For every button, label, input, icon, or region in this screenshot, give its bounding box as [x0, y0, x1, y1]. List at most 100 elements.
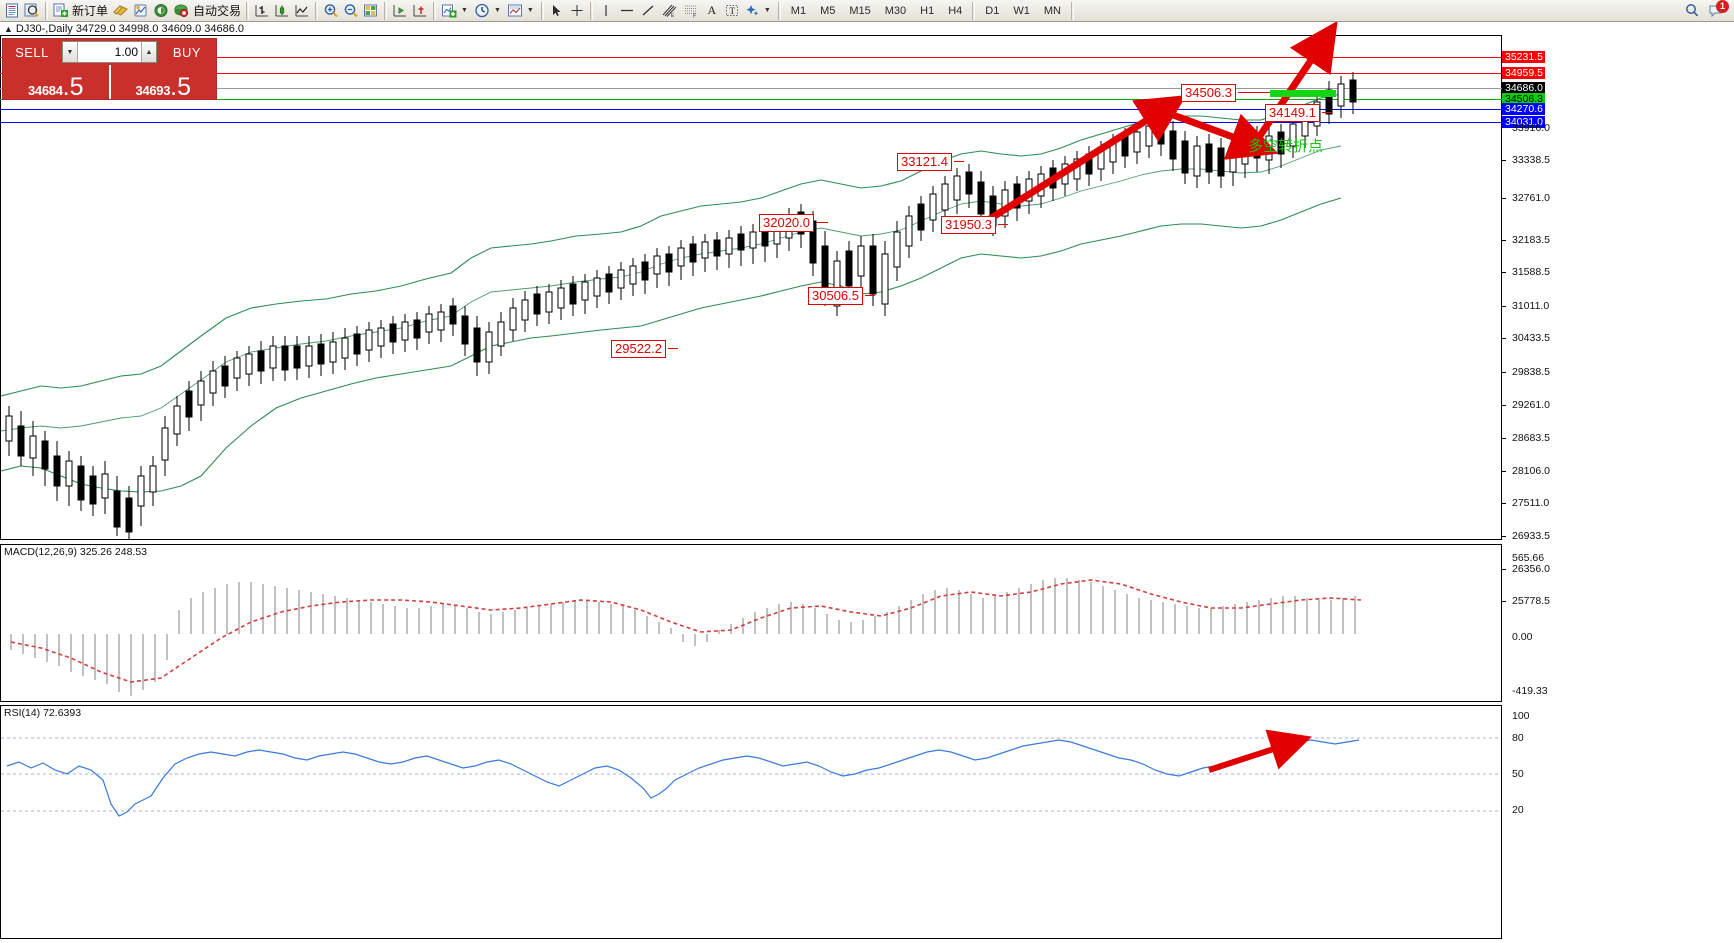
price-label-blue-lower: 34031.0 [1502, 116, 1545, 128]
signals-icon[interactable] [151, 1, 171, 21]
annotation-box[interactable]: 31950.3 [941, 216, 996, 234]
volume-input[interactable]: 1.00 [114, 45, 138, 59]
rsi-axis-tick: 20 [1512, 804, 1524, 816]
tab-timeframe-d1[interactable]: D1 [985, 4, 1000, 17]
new-order-button[interactable]: 新订单 [51, 1, 110, 21]
auto-scroll-icon[interactable] [410, 1, 430, 21]
tab-timeframe-h1[interactable]: H1 [920, 4, 935, 17]
search-icon[interactable] [1682, 1, 1702, 21]
annotation-box[interactable]: 30506.5 [808, 287, 863, 305]
cursor-icon[interactable] [547, 1, 567, 21]
annotation-box[interactable]: 34506.3 [1181, 84, 1236, 102]
annotation-box[interactable]: 32020.0 [759, 214, 814, 232]
rsi-axis-tick: 80 [1512, 732, 1524, 744]
data-window-icon[interactable] [22, 1, 42, 21]
notification-badge: 1 [1716, 0, 1729, 13]
svg-text:T: T [729, 6, 735, 16]
text-icon[interactable]: A [707, 3, 717, 17]
main-toolbar: 新订单 自动交易 [0, 0, 1734, 22]
line-chart-icon[interactable] [292, 1, 312, 21]
annotation-box[interactable]: 34149.1 [1265, 104, 1320, 122]
candlestick-series [1, 72, 1357, 539]
price-axis-tick: 28106.0 [1512, 465, 1550, 477]
tab-timeframe-w1[interactable]: W1 [1013, 4, 1030, 17]
annotation-box[interactable]: 29522.2 [611, 340, 666, 358]
tick-mark [1501, 338, 1506, 339]
volume-stepper[interactable]: ▼ 1.00 ▲ [62, 41, 157, 63]
chevron-down-icon[interactable]: ▼ [526, 7, 534, 14]
level-line-34959 [0, 73, 1502, 74]
chevron-down-icon[interactable]: ▼ [461, 7, 468, 14]
zoom-out-icon[interactable] [341, 1, 361, 21]
collapse-triangle-icon[interactable]: ▲ [4, 24, 13, 34]
horizontal-line-icon[interactable] [616, 1, 638, 21]
auto-trading-button[interactable]: 自动交易 [171, 1, 243, 21]
chinese-text-annotation[interactable]: 多空转折点 [1248, 137, 1324, 155]
market-watch-icon[interactable] [2, 1, 22, 21]
buy-button[interactable]: BUY [172, 44, 202, 60]
tick-mark [1501, 160, 1506, 161]
one-click-trading-panel[interactable]: SELL ▼ 1.00 ▲ BUY 34684. 5 34693. 5 [2, 38, 217, 100]
sell-price-fraction: 5 [69, 73, 84, 101]
buy-price-decimal: . [170, 73, 178, 101]
equidistant-channel-icon[interactable]: E [658, 1, 680, 21]
trendline-icon[interactable] [638, 1, 658, 21]
macd-series [10, 578, 1362, 696]
tick-mark [1501, 438, 1506, 439]
volume-up-icon[interactable]: ▲ [141, 42, 156, 62]
annotation-box[interactable]: 33121.4 [897, 153, 952, 171]
tab-timeframe-m1[interactable]: M1 [790, 4, 807, 17]
sell-price-integer: 34684 [27, 83, 63, 98]
auto-trading-label: 自动交易 [193, 4, 242, 18]
price-label-last: 34686.0 [1502, 82, 1545, 94]
vertical-line-icon[interactable] [596, 1, 616, 21]
templates-icon[interactable]: ▼ [505, 1, 538, 21]
chevron-down-icon[interactable]: ▼ [493, 7, 501, 14]
tab-timeframe-m5[interactable]: M5 [820, 4, 836, 17]
tick-mark [1501, 569, 1506, 570]
chart-area[interactable]: ▲ DJ30-,Daily 34729.0 34998.0 34609.0 346… [0, 22, 1734, 943]
periods-icon[interactable]: ▼ [472, 1, 505, 21]
level-line-35231 [0, 57, 1502, 58]
price-axis-tick: 26933.5 [1512, 530, 1550, 542]
price-axis-tick: 25778.5 [1512, 595, 1550, 607]
indicators-icon[interactable]: ▼ [439, 1, 472, 21]
price-axis-tick: 31011.0 [1512, 300, 1550, 312]
zoom-in-icon[interactable] [321, 1, 341, 21]
expert-advisors-icon[interactable] [110, 1, 131, 21]
rsi-label: RSI(14) 72.6393 [4, 707, 82, 719]
arrows-icon[interactable]: ▼ [742, 1, 775, 21]
tick-mark [1501, 240, 1506, 241]
tick-mark [1501, 503, 1506, 504]
chevron-down-icon[interactable]: ▼ [763, 7, 771, 14]
annotation-stub [1238, 92, 1270, 93]
volume-down-icon[interactable]: ▼ [63, 42, 78, 62]
price-label-lower-red: 34959.5 [1502, 67, 1545, 79]
annotation-stub [954, 161, 964, 162]
tab-timeframe-m15[interactable]: M15 [849, 4, 871, 17]
tab-timeframe-mn[interactable]: MN [1043, 4, 1061, 17]
toolbar-separator [45, 1, 48, 20]
rsi-pane[interactable] [0, 705, 1502, 939]
tick-mark [1501, 601, 1506, 602]
sell-price[interactable]: 34684. 5 [3, 65, 109, 101]
level-line-34686 [0, 88, 1502, 89]
bar-chart-icon[interactable] [252, 1, 272, 21]
tile-windows-icon[interactable] [361, 1, 381, 21]
chart-shift-icon[interactable] [390, 1, 410, 21]
tab-timeframe-m30[interactable]: M30 [884, 4, 907, 17]
tab-timeframe-h4[interactable]: H4 [948, 4, 963, 17]
crosshair-icon[interactable] [567, 1, 587, 21]
price-axis-tick: 32183.5 [1512, 234, 1550, 246]
rsi-series [1, 729, 1501, 817]
notifications-icon[interactable]: 1 [1706, 0, 1729, 21]
text-label-icon[interactable]: T [722, 1, 742, 21]
buy-price[interactable]: 34693. 5 [108, 65, 217, 101]
fibonacci-icon[interactable]: F [680, 1, 702, 21]
candlestick-chart-icon[interactable] [272, 1, 292, 21]
tick-mark [1501, 471, 1506, 472]
sell-button[interactable]: SELL [15, 44, 49, 60]
level-line-34506 [0, 99, 1502, 100]
mql5-community-icon[interactable] [131, 1, 151, 21]
toolbar-separator [315, 1, 319, 20]
